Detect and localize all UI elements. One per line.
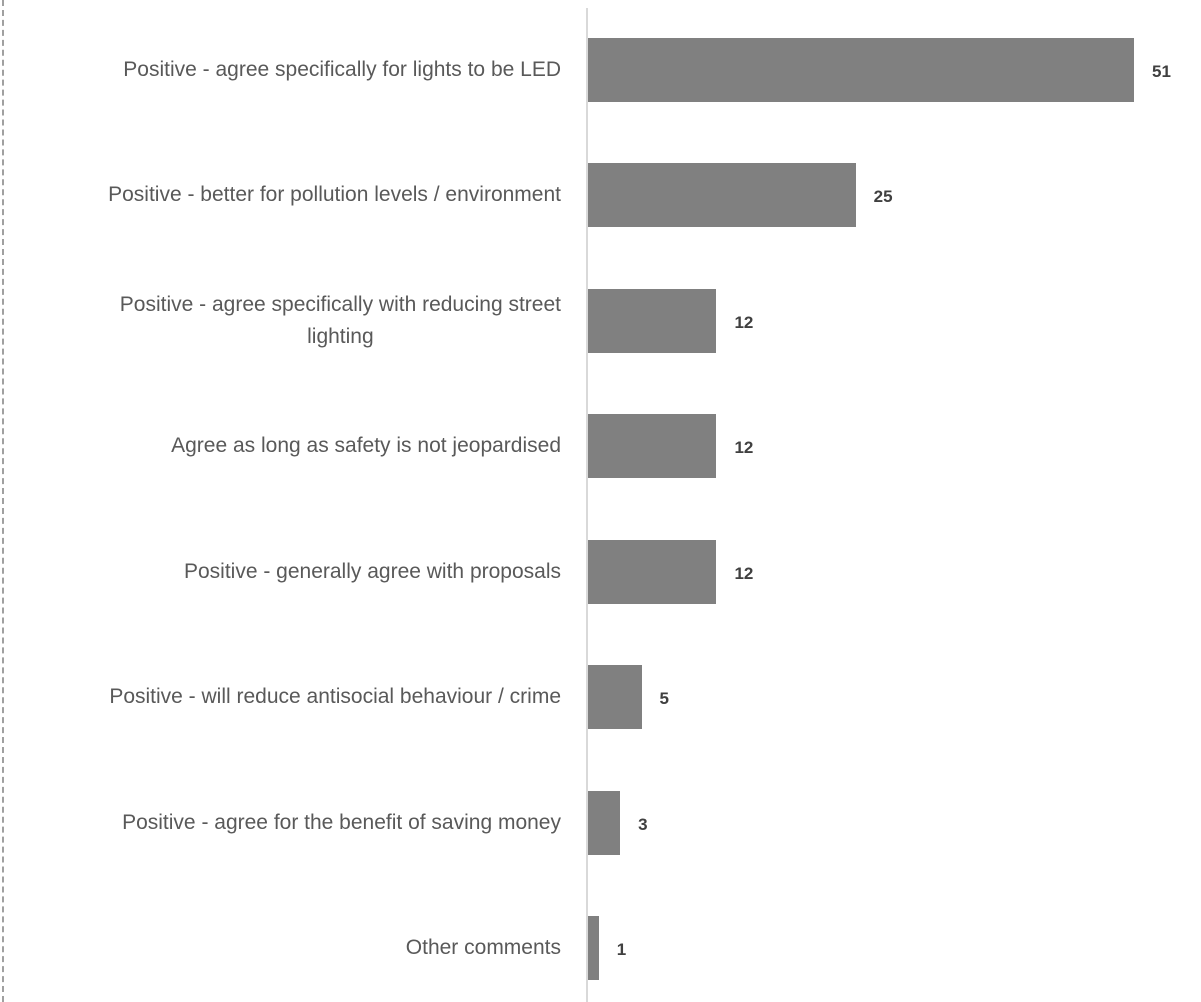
category-label-line: Agree as long as safety is not jeopardis… (171, 434, 561, 457)
bar (588, 288, 717, 353)
data-label: 5 (659, 689, 669, 708)
category-label-line: Positive - agree for the benefit of savi… (122, 810, 561, 834)
category-label: Agree as long as safety is not jeopardis… (1, 430, 561, 462)
category-label: Positive - generally agree with proposal… (1, 556, 561, 588)
data-label: 51 (1152, 61, 1171, 81)
bar (588, 665, 642, 729)
category-label-line: Positive - will reduce antisocial behavi… (109, 685, 561, 708)
category-label: Positive - agree for the benefit of savi… (1, 807, 561, 839)
category-axis-line (586, 8, 588, 1002)
data-label: 12 (734, 563, 754, 583)
bar (588, 790, 621, 855)
data-label: 3 (638, 814, 648, 834)
category-label-line: lighting (307, 324, 374, 348)
category-label-line: Positive - agree specifically for lights… (123, 57, 561, 81)
category-label-line: Other comments (405, 936, 561, 959)
data-label: 1 (616, 940, 627, 959)
category-label: Positive - agree specifically for lights… (1, 54, 561, 86)
category-label-line: Positive - generally agree with proposal… (183, 559, 561, 583)
category-label-line: Positive - agree specifically with reduc… (119, 292, 561, 316)
bar (588, 539, 717, 604)
category-label: Positive - agree specifically with reduc… (1, 289, 561, 353)
category-label: Positive - will reduce antisocial behavi… (1, 681, 561, 713)
left-dashed-border (2, 0, 4, 1002)
data-label: 25 (873, 187, 893, 206)
bar (588, 414, 717, 478)
bar (588, 916, 599, 980)
data-label: 12 (734, 438, 754, 457)
category-label: Positive - better for pollution levels /… (1, 179, 561, 211)
category-label: Other comments (1, 932, 561, 964)
data-label: 12 (734, 312, 754, 332)
category-label-line: Positive - better for pollution levels /… (108, 183, 561, 206)
bar (588, 37, 1134, 102)
bar (588, 163, 856, 227)
